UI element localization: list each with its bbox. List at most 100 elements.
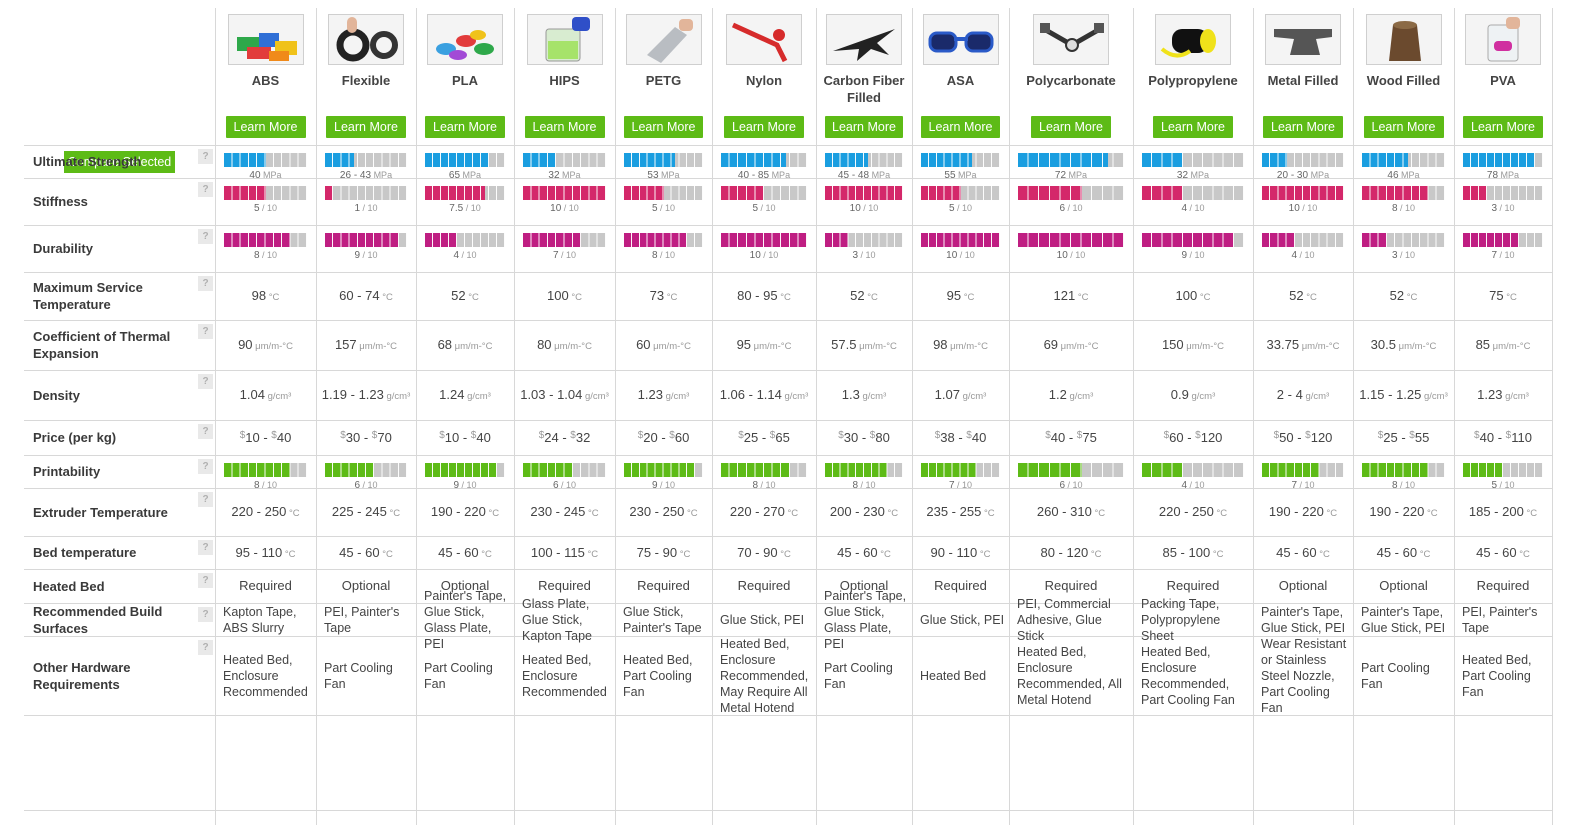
heated_bed-value: Required (737, 578, 791, 593)
help-icon[interactable]: ? (198, 182, 213, 197)
printability-number: 9 (453, 480, 460, 491)
material-image-nylon-clip-photo[interactable] (726, 14, 802, 65)
printability-unit: / 10 (1397, 480, 1416, 490)
strength-unit: MPa (1398, 170, 1420, 180)
printability-number: 6 (552, 480, 559, 491)
currency-symbol: $ (271, 429, 277, 441)
material-image-polypropylene-tube-photo[interactable] (1155, 14, 1231, 65)
price-number: 25 (743, 429, 759, 445)
learn-more-button[interactable]: Learn More (624, 116, 703, 138)
price-separator: - (657, 429, 670, 445)
density-unit: g/cm³ (1066, 391, 1094, 402)
help-icon[interactable]: ? (198, 540, 213, 555)
currency-symbol: $ (738, 429, 744, 441)
help-icon[interactable]: ? (198, 573, 213, 588)
help-icon[interactable]: ? (198, 607, 213, 622)
bed_temp-unit: °C (1210, 548, 1224, 560)
help-icon[interactable]: ? (198, 459, 213, 474)
strength-bar (825, 153, 903, 167)
help-icon[interactable]: ? (198, 324, 213, 339)
extruder-number: 220 - 270 (729, 504, 785, 519)
heated_bed-value: Required (1044, 578, 1098, 593)
surfaces-text: Painter's Tape, Glue Stick, PEI (1361, 604, 1446, 635)
printability-number: 9 (651, 480, 658, 491)
cte-value: 98 μm/m-°C (912, 337, 1009, 352)
strength-unit: MPa (1308, 170, 1330, 180)
durability-unit: / 10 (1397, 250, 1416, 260)
printability-value: 9 / 10 (416, 480, 514, 491)
extruder-number: 225 - 245 (331, 504, 387, 519)
bed_temp-value: 70 - 90 °C (712, 545, 816, 560)
price-number: 110 (1511, 429, 1532, 445)
surfaces-text: PEI, Painter's Tape (1462, 604, 1538, 635)
durability-number: 4 (453, 250, 460, 261)
printability-value: 8 / 10 (1353, 480, 1454, 491)
hardware-text: Part Cooling Fan (324, 660, 393, 691)
help-icon[interactable]: ? (198, 492, 213, 507)
bed_temp-unit: °C (1417, 548, 1431, 560)
bed_temp-value: 45 - 60 °C (1353, 545, 1454, 560)
learn-more-button[interactable]: Learn More (1153, 116, 1233, 138)
stiffness-number: 5 (253, 203, 260, 214)
help-icon[interactable]: ? (198, 374, 213, 389)
density-unit: g/cm³ (859, 391, 887, 402)
surfaces-text: Painter's Tape, Glue Stick, Glass Plate,… (824, 588, 907, 651)
heated_bed-value: Optional (1278, 578, 1328, 593)
bar-segments (1142, 463, 1244, 477)
material-image-flexible-ring-photo[interactable] (328, 14, 404, 65)
learn-more-button[interactable]: Learn More (1463, 116, 1543, 138)
currency-symbol: $ (538, 429, 545, 441)
material-image-polycarbonate-clamp-photo[interactable] (1033, 14, 1109, 65)
learn-more-button[interactable]: Learn More (1263, 116, 1343, 138)
help-icon[interactable]: ? (198, 229, 213, 244)
bar-segments (325, 233, 407, 247)
cte-number: 98 (933, 337, 948, 352)
help-icon[interactable]: ? (198, 149, 213, 164)
cte-unit: μm/m-°C (1299, 341, 1340, 352)
material-image-hips-beaker-photo[interactable] (526, 14, 603, 65)
durability-number: 4 (1291, 250, 1298, 261)
surfaces-text: PEI, Painter's Tape (324, 604, 400, 635)
hardware-text: Heated Bed, Enclosure Recommended, All M… (1017, 644, 1122, 707)
max_temp-value: 100 °C (514, 288, 615, 303)
learn-more-button[interactable]: Learn More (326, 116, 406, 138)
compare-selected-button[interactable]: Compare Selected (64, 151, 175, 173)
material-image-metal-anvil-photo[interactable] (1265, 14, 1341, 65)
material-image-lego-bricks-photo[interactable] (227, 14, 304, 65)
row-divider (24, 536, 1552, 537)
currency-symbol: $ (239, 429, 246, 441)
learn-more-button[interactable]: Learn More (524, 116, 605, 138)
density-value: 1.03 - 1.04 g/cm³ (514, 387, 615, 402)
column-divider (1253, 8, 1254, 825)
durability-number: 3 (1391, 250, 1398, 261)
price-value: $40 - $110 (1454, 430, 1552, 445)
material-image-pla-boats-photo[interactable] (427, 14, 503, 65)
learn-more-button[interactable]: Learn More (825, 116, 903, 138)
material-image-pva-glass-photo[interactable] (1465, 14, 1541, 65)
learn-more-button[interactable]: Learn More (425, 116, 505, 138)
material-image-petg-bottle-photo[interactable] (625, 14, 702, 65)
help-icon[interactable]: ? (198, 276, 213, 291)
durability-unit: / 10 (858, 250, 876, 260)
bed_temp-number: 75 - 90 (636, 544, 678, 560)
learn-more-button[interactable]: Learn More (1031, 116, 1111, 138)
printability-bar (1262, 463, 1344, 477)
help-icon[interactable]: ? (198, 424, 213, 439)
material-image-carbon-jet-photo[interactable] (826, 14, 902, 65)
max_temp-number: 80 - 95 (737, 288, 778, 303)
durability-bar (1362, 233, 1445, 247)
learn-more-button[interactable]: Learn More (1363, 116, 1444, 138)
material-image-asa-sunglasses-photo[interactable] (922, 14, 999, 65)
printability-value: 6 / 10 (316, 480, 416, 491)
learn-more-button[interactable]: Learn More (724, 116, 804, 138)
stiffness-bar (425, 186, 505, 200)
learn-more-button[interactable]: Learn More (225, 116, 306, 138)
extruder-value: 230 - 245 °C (514, 504, 615, 519)
learn-more-button[interactable]: Learn More (921, 116, 1000, 138)
max_temp-number: 60 - 74 (339, 288, 380, 303)
heated_bed-value: Optional (1379, 578, 1428, 593)
bed_temp-value: 75 - 90 °C (615, 545, 712, 560)
help-icon[interactable]: ? (198, 640, 213, 655)
row-label-density: Density (33, 387, 80, 403)
material-image-wood-stump-photo[interactable] (1365, 14, 1442, 65)
